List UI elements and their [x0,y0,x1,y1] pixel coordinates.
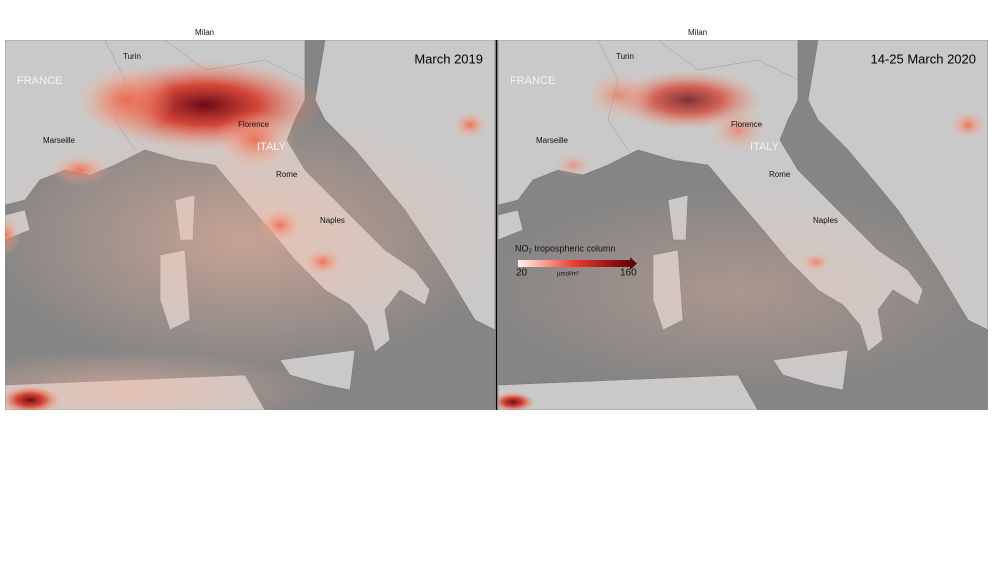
country-label: ITALY [750,141,780,153]
country-label: FRANCE [510,75,555,87]
map-panel-2020 [498,40,988,410]
legend-min: 20 [516,268,528,279]
colorbar [518,260,630,267]
city-label: Rome [276,170,298,179]
colorbar-legend: NO₂ tropospheric column 20 160 µmol/m² [515,243,637,278]
city-label: Turin [616,52,634,61]
city-label: Rome [769,170,791,179]
country-label: FRANCE [17,75,62,87]
city-label: Naples [813,216,838,225]
city-label: Florence [238,120,270,129]
city-label: Marseille [43,136,76,145]
map-panel-2019 [5,40,495,410]
legend-title: NO₂ tropospheric column [515,243,616,253]
city-label: Marseille [536,136,569,145]
colorbar-arrow [630,257,637,270]
country-label: ITALY [257,141,287,153]
city-label: Naples [320,216,345,225]
legend-max: 160 [620,268,637,279]
city-label: Florence [731,120,763,129]
city-label: Turin [123,52,141,61]
panel-title: 14-25 March 2020 [870,51,976,66]
city-label: Milan [688,28,707,37]
panel-title: March 2019 [414,51,483,66]
city-label: Milan [195,28,214,37]
legend-unit: µmol/m² [557,272,579,278]
